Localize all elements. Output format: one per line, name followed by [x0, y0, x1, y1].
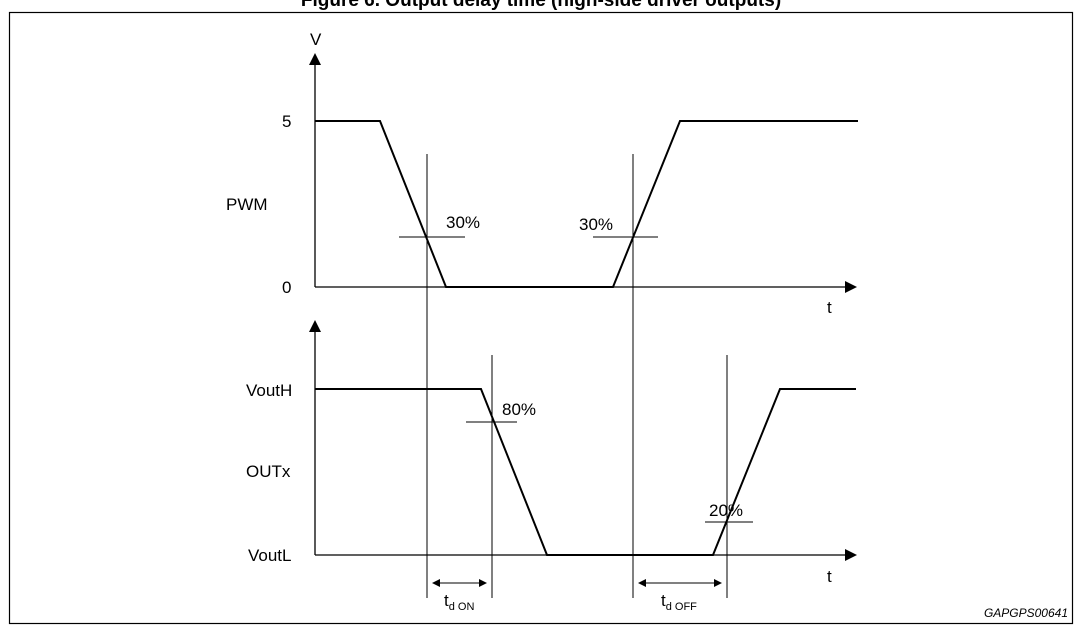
out-tick-voutl: VoutL: [248, 546, 292, 565]
pwm-threshold-fall-label: 30%: [446, 213, 480, 232]
out-threshold-20-label: 20%: [709, 501, 743, 520]
figure-title: Figure 6. Output delay time (high-side d…: [301, 0, 781, 11]
td-off-label: td OFF: [661, 591, 697, 613]
td-on-label: td ON: [444, 591, 474, 613]
out-threshold-80-label: 80%: [502, 400, 536, 419]
out-signal-label: OUTx: [246, 462, 291, 481]
out-waveform: [315, 388, 856, 556]
pwm-tick-5: 5: [282, 112, 291, 131]
pwm-waveform: [315, 120, 858, 288]
pwm-y-axis-label: V: [310, 30, 322, 49]
pwm-signal-label: PWM: [226, 195, 268, 214]
out-x-axis-label: t: [827, 567, 832, 586]
figure-frame: [8, 11, 1074, 625]
figure-code: GAPGPS00641: [984, 606, 1068, 620]
pwm-x-axis-label: t: [827, 298, 832, 317]
pwm-threshold-rise-label: 30%: [579, 215, 613, 234]
out-tick-vouth: VoutH: [246, 381, 292, 400]
pwm-tick-0: 0: [282, 278, 291, 297]
